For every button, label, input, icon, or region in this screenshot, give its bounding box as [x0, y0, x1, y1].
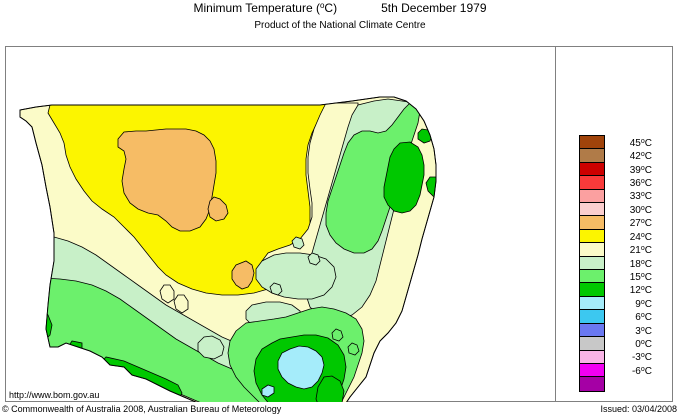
island-21c-west-a — [159, 284, 175, 304]
legend-swatch — [580, 189, 604, 204]
band-12c-northern-tablelands — [383, 141, 425, 214]
band-12c-far-southeast-coast — [315, 375, 345, 402]
degree-superscript: o — [640, 191, 645, 199]
temperature-legend-swatches — [579, 135, 605, 392]
legend-label: 30oC — [629, 204, 652, 216]
copyright-notice: © Commonwealth of Australia 2008, Austra… — [2, 404, 282, 414]
page-title: Minimum Temperature (oC) 5th December 197… — [0, 1, 680, 15]
legend-swatch — [580, 270, 604, 284]
degree-superscript: o — [640, 352, 645, 360]
legend-label: 18oC — [629, 258, 652, 270]
degree-superscript: o — [640, 204, 645, 212]
legend-swatch — [580, 337, 604, 351]
island-21c-west-b — [173, 294, 189, 314]
map-frame: 45oC 42oC 39oC 36oC 33oC 30oC 27oC 24oC 21oC 18oC… — [5, 46, 673, 402]
degree-superscript: o — [640, 164, 645, 172]
legend-label: -3oC — [631, 352, 652, 364]
legend-label: 45oC — [629, 137, 652, 149]
degree-superscript: o — [640, 365, 645, 373]
legend-label: 42oC — [629, 151, 652, 163]
footer-bar: © Commonwealth of Australia 2008, Austra… — [0, 404, 680, 420]
title-date: 5th December 1979 — [381, 1, 487, 15]
legend-swatch — [580, 377, 604, 391]
map-canvas[interactable] — [6, 47, 555, 402]
degree-superscript: o — [640, 137, 645, 145]
degree-superscript: o — [640, 285, 645, 293]
legend-swatch — [580, 323, 604, 338]
legend-label: 0oC — [635, 339, 652, 351]
legend-label: -6oC — [631, 365, 652, 377]
band-27c-primary — [117, 128, 217, 232]
legend-swatch — [580, 296, 604, 311]
legend-swatch — [580, 363, 604, 378]
legend-label: 21oC — [629, 245, 652, 257]
degree-superscript: o — [319, 1, 325, 10]
page-subtitle: Product of the National Climate Centre — [254, 20, 426, 31]
band-18c-west-of-alpine — [197, 335, 225, 360]
band-9c-alpine-core — [277, 345, 325, 390]
degree-superscript: o — [640, 151, 645, 159]
bom-url[interactable]: http://www.bom.gov.au — [9, 390, 100, 400]
state-outline — [19, 96, 437, 402]
island-15c-south-b — [347, 342, 360, 356]
legend-swatch — [580, 229, 604, 244]
legend-label: 24oC — [629, 231, 652, 243]
nsw-temperature-contour-map — [19, 96, 437, 402]
legend-swatch — [580, 136, 604, 150]
legend-swatch — [580, 216, 604, 230]
legend-swatch — [580, 256, 604, 271]
title-text: Minimum Temperature (oC) — [193, 1, 338, 15]
temperature-legend-labels: 45oC 42oC 39oC 36oC 33oC 30oC 27oC 24oC 21oC 18oC… — [608, 135, 668, 390]
legend-label: 12oC — [629, 285, 652, 297]
legend-label: 9oC — [635, 298, 652, 310]
legend-label: 39oC — [629, 164, 652, 176]
band-27c-satellite — [231, 260, 255, 290]
legend-swatch — [580, 176, 604, 190]
island-18c-north-a — [291, 236, 305, 250]
island-15c-south-a — [331, 328, 344, 342]
degree-superscript: o — [640, 231, 645, 239]
degree-superscript: o — [640, 177, 645, 185]
legend-swatch — [580, 162, 604, 177]
legend-label: 27oC — [629, 218, 652, 230]
legend-label: 6oC — [635, 312, 652, 324]
band-27c-bump — [207, 196, 229, 222]
legend-label: 3oC — [635, 325, 652, 337]
degree-superscript: o — [640, 339, 645, 347]
legend-swatch — [580, 149, 604, 163]
degree-superscript: o — [640, 245, 645, 253]
issued-date: Issued: 03/04/2008 — [600, 404, 677, 414]
degree-superscript: o — [640, 258, 645, 266]
legend-swatch — [580, 243, 604, 257]
degree-superscript: o — [640, 325, 645, 333]
legend-label: 15oC — [629, 271, 652, 283]
legend-panel-divider — [555, 47, 556, 402]
legend-swatch — [580, 283, 604, 297]
legend-swatch — [580, 310, 604, 324]
band-12c-northern-hook — [425, 176, 436, 200]
degree-superscript: o — [640, 218, 645, 226]
legend-swatch — [580, 350, 604, 364]
degree-superscript: o — [640, 312, 645, 320]
island-18c-north-b — [307, 252, 321, 266]
island-18c-north-c — [269, 282, 283, 296]
band-9c-alpine-tongue — [261, 384, 275, 398]
legend-label: 33oC — [629, 191, 652, 203]
degree-superscript: o — [640, 298, 645, 306]
legend-label: 36oC — [629, 177, 652, 189]
legend-swatch — [580, 203, 604, 217]
degree-superscript: o — [640, 271, 645, 279]
